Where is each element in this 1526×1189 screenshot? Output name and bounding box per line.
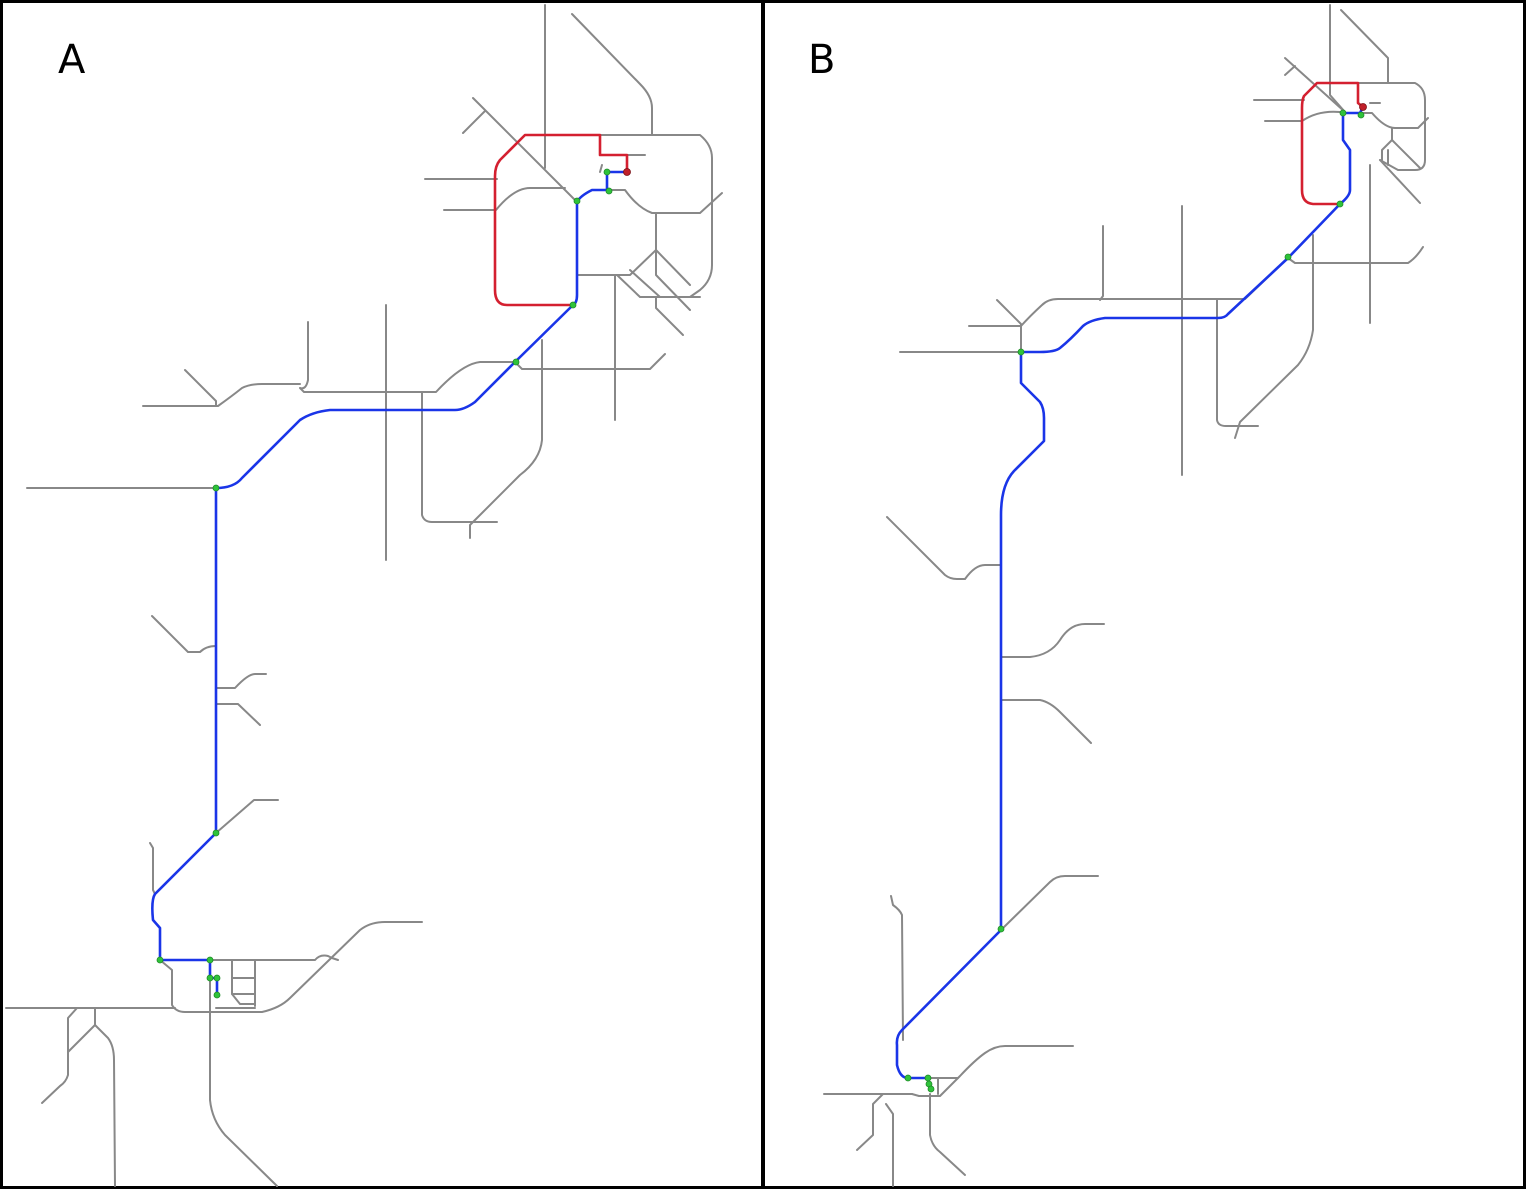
road	[1391, 139, 1421, 169]
waypoint-marker	[213, 991, 221, 999]
alternate-route-b	[1300, 81, 1365, 206]
map-panel-a	[0, 0, 764, 1189]
waypoint-marker	[904, 1074, 912, 1082]
road	[149, 842, 156, 895]
waypoint-marker	[605, 187, 613, 195]
waypoint-marker	[213, 974, 221, 982]
road	[215, 799, 279, 834]
road	[1284, 65, 1296, 76]
road	[215, 673, 267, 689]
destination-marker-a	[623, 168, 631, 176]
waypoint-marker	[512, 358, 520, 366]
road	[184, 369, 217, 407]
waypoint-marker	[206, 956, 214, 964]
road	[1216, 299, 1259, 427]
road	[1329, 4, 1346, 113]
primary-route-b	[895, 105, 1365, 1092]
waypoint-marker	[156, 956, 164, 964]
road	[1359, 112, 1429, 129]
road	[1379, 159, 1421, 204]
waypoint-marker	[1284, 253, 1292, 261]
waypoint-marker	[1339, 109, 1347, 117]
road	[209, 979, 278, 1187]
waypoint-marker	[927, 1085, 935, 1093]
waypoint-marker	[212, 484, 220, 492]
waypoint-marker	[212, 829, 220, 837]
road	[159, 921, 423, 1013]
waypoint-marker	[1336, 200, 1344, 208]
road	[142, 383, 301, 407]
road	[996, 299, 1022, 353]
road	[421, 391, 498, 523]
road	[576, 249, 691, 286]
alternate-route-a	[493, 133, 629, 307]
road	[215, 703, 261, 726]
waypoint-marker	[1017, 348, 1025, 356]
road	[599, 134, 713, 298]
road	[1000, 875, 1099, 931]
road-network-b	[823, 4, 1429, 1187]
road	[885, 1103, 894, 1187]
waypoint-marker	[603, 168, 611, 176]
road	[571, 13, 653, 136]
road	[472, 97, 578, 203]
panel-label-b: B	[808, 37, 836, 83]
road	[856, 1093, 884, 1151]
waypoint-marker	[569, 301, 577, 309]
road	[151, 615, 217, 653]
waypoint-marker	[573, 197, 581, 205]
destination-marker-b	[1359, 103, 1367, 111]
road	[41, 1007, 78, 1104]
road	[1287, 246, 1424, 264]
waypoint-marker	[206, 974, 214, 982]
road	[886, 516, 1002, 580]
road	[616, 274, 701, 298]
road	[462, 110, 486, 134]
road	[655, 296, 684, 336]
road	[231, 959, 256, 1005]
road	[469, 339, 543, 539]
road	[655, 212, 691, 311]
road	[890, 895, 904, 1041]
road	[599, 164, 603, 173]
road-network-a	[5, 4, 723, 1187]
road	[94, 1024, 116, 1187]
primary-route-a	[151, 170, 629, 997]
road	[514, 353, 666, 370]
road	[1381, 127, 1393, 161]
road	[609, 189, 723, 214]
waypoint-marker	[924, 1074, 932, 1082]
waypoints-a	[156, 168, 613, 999]
waypoint-marker	[997, 925, 1005, 933]
panel-label-a: A	[58, 37, 86, 83]
waypoint-marker	[1357, 111, 1365, 119]
road	[1000, 623, 1105, 658]
road	[443, 187, 566, 211]
map-panel-b	[762, 0, 1526, 1189]
road	[209, 954, 339, 961]
road	[1234, 234, 1314, 439]
road	[1357, 82, 1426, 171]
road	[1340, 9, 1389, 84]
road	[1000, 699, 1092, 744]
waypoints-b	[904, 109, 1365, 1093]
road	[299, 321, 516, 393]
road	[1099, 225, 1104, 301]
road	[911, 1045, 1074, 1097]
road	[929, 1093, 966, 1176]
road	[1020, 257, 1289, 327]
